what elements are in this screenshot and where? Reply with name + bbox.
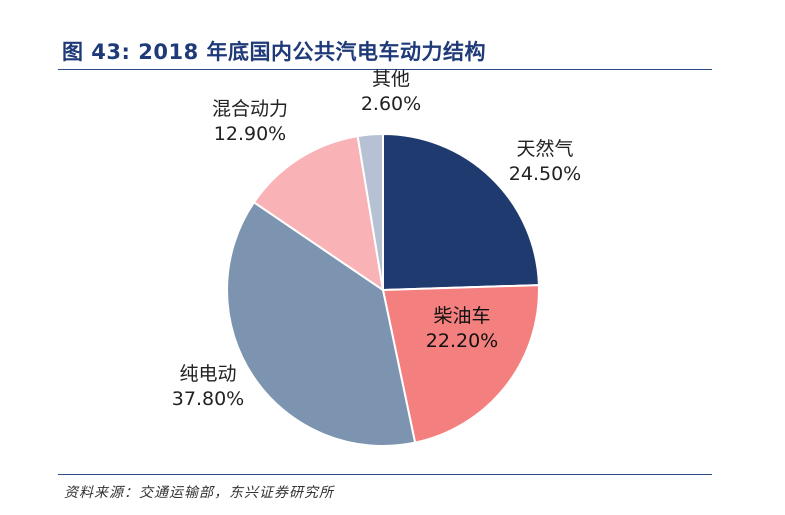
title-divider (58, 69, 712, 70)
pie-slices (226, 132, 540, 447)
slice-category-label: 其他 (372, 68, 410, 90)
slice-value-label: 22.20% (426, 330, 498, 352)
slice-category-label: 天然气 (516, 138, 573, 160)
slice-category-label: 混合动力 (212, 98, 288, 120)
chart-title: 图 43: 2018 年底国内公共汽电车动力结构 (62, 40, 487, 64)
slice-category-label: 柴油车 (433, 305, 490, 327)
slice-value-label: 37.80% (172, 388, 244, 410)
slice-value-label: 24.50% (509, 163, 581, 185)
slice-category-label: 纯电动 (179, 363, 236, 385)
pie-slice-5 (356, 132, 384, 291)
source-divider (58, 474, 712, 475)
pie-slice-3 (226, 200, 417, 447)
slice-value-label: 2.60% (361, 93, 421, 115)
pie-slice-2 (381, 284, 540, 444)
pie-labels: 天然气 24.50% 柴油车 22.20% 纯电动 37.80% 混合动力 12.90% 其他 2… (172, 68, 581, 410)
source-note: 资料来源：交通运输部，东兴证券研究所 (64, 485, 334, 501)
pie-slice-1 (382, 132, 540, 292)
pie-slice-4 (252, 134, 385, 293)
slice-value-label: 12.90% (214, 123, 286, 145)
